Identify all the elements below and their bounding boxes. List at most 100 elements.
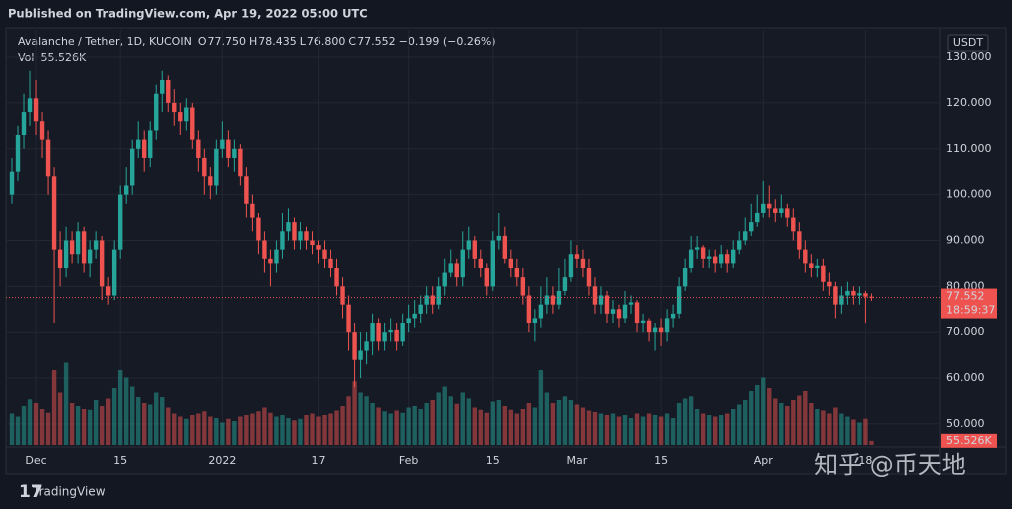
volume-bar xyxy=(45,412,51,445)
volume-bar xyxy=(39,409,45,445)
candle-body xyxy=(316,245,321,250)
volume-bar xyxy=(298,418,303,445)
candle-body xyxy=(580,258,586,268)
candle-body xyxy=(238,148,243,177)
volume-bar xyxy=(634,413,640,445)
candle-body xyxy=(39,121,45,140)
candle-body xyxy=(863,293,868,297)
candle-body xyxy=(196,139,201,158)
volume-bar xyxy=(682,398,688,445)
candle-body xyxy=(706,256,712,259)
legend-item: H xyxy=(249,35,257,48)
volume-bar xyxy=(622,415,628,445)
candle-body xyxy=(111,249,117,296)
candle-body xyxy=(376,323,381,342)
candle-body xyxy=(472,240,477,259)
volume-bar xyxy=(93,400,99,445)
candle-body xyxy=(658,327,664,333)
candle-body xyxy=(676,286,682,314)
x-tick-label: 17 xyxy=(312,454,326,467)
volume-bar xyxy=(628,418,634,445)
candle-body xyxy=(646,320,652,333)
volume-bar xyxy=(304,415,309,445)
volume-bar xyxy=(376,407,381,445)
volume-bar xyxy=(105,398,111,445)
candle-body xyxy=(520,277,526,296)
candle-body xyxy=(154,93,159,131)
candle-body xyxy=(616,309,622,319)
volume-bar xyxy=(130,386,135,445)
candle-body xyxy=(9,171,15,195)
candle-body xyxy=(160,79,165,94)
volume-bar xyxy=(202,411,207,445)
volume-bar xyxy=(700,413,706,445)
candle-body xyxy=(484,267,489,287)
candle-body xyxy=(142,139,147,158)
x-tick-label: 15 xyxy=(654,454,668,467)
volume-bar xyxy=(424,403,429,445)
volume-bar xyxy=(406,407,411,445)
candle-body xyxy=(833,286,838,305)
candle-body xyxy=(508,258,514,268)
candle-body xyxy=(604,295,610,314)
candle-body xyxy=(724,254,730,264)
volume-bar xyxy=(598,413,604,445)
volume-bar xyxy=(640,416,646,445)
candle-body xyxy=(430,295,435,305)
candle-body xyxy=(827,281,832,287)
volume-bar xyxy=(550,403,556,445)
candle-body xyxy=(712,256,718,264)
x-tick-label: Mar xyxy=(567,454,588,467)
candle-body xyxy=(406,318,411,324)
volume-bar xyxy=(652,415,658,445)
candle-body xyxy=(761,203,766,213)
x-tick-label: Apr xyxy=(754,454,774,467)
candle-body xyxy=(718,254,724,264)
candle-body xyxy=(448,263,453,273)
volume-bar xyxy=(544,392,550,445)
candle-body xyxy=(99,240,105,287)
candle-body xyxy=(628,302,634,305)
volume-bar xyxy=(815,409,820,445)
candle-body xyxy=(136,139,141,149)
volume-bar xyxy=(148,404,153,445)
legend-item: O xyxy=(198,35,207,48)
volume-bar xyxy=(418,409,423,445)
candle-body xyxy=(514,267,520,278)
volume-bar xyxy=(87,409,93,445)
volume-bar xyxy=(154,392,159,445)
volume-bar xyxy=(63,362,69,445)
volume-bar xyxy=(845,416,850,445)
candle-body xyxy=(268,258,273,264)
volume-bar xyxy=(340,406,345,445)
volume-bar xyxy=(520,409,526,445)
candle-body xyxy=(442,272,447,287)
volume-bar xyxy=(737,404,742,445)
candle-body xyxy=(340,286,345,305)
last-price-badge xyxy=(941,288,997,319)
candle-body xyxy=(532,318,538,324)
volume-bar xyxy=(562,396,568,445)
volume-bar xyxy=(574,404,580,445)
volume-bar xyxy=(791,400,796,445)
volume-bar xyxy=(117,370,123,445)
volume-bar xyxy=(274,416,279,445)
candle-body xyxy=(45,139,51,177)
volume-bar xyxy=(394,410,399,445)
currency: USDT xyxy=(953,36,984,49)
candle-body xyxy=(117,194,123,250)
watermark: 知乎 @币天地 xyxy=(814,451,966,479)
candle-body xyxy=(610,309,616,314)
volume-bar xyxy=(33,403,39,445)
candle-body xyxy=(250,203,255,218)
candle-body xyxy=(737,240,742,250)
volume-bar xyxy=(658,416,664,445)
volume-bar xyxy=(646,413,652,445)
volume-bar xyxy=(172,413,177,445)
candle-body xyxy=(502,235,508,259)
x-tick-label: Feb xyxy=(399,454,418,467)
volume-bar xyxy=(27,399,33,445)
volume-bar xyxy=(676,403,682,445)
candle-body xyxy=(755,212,760,223)
